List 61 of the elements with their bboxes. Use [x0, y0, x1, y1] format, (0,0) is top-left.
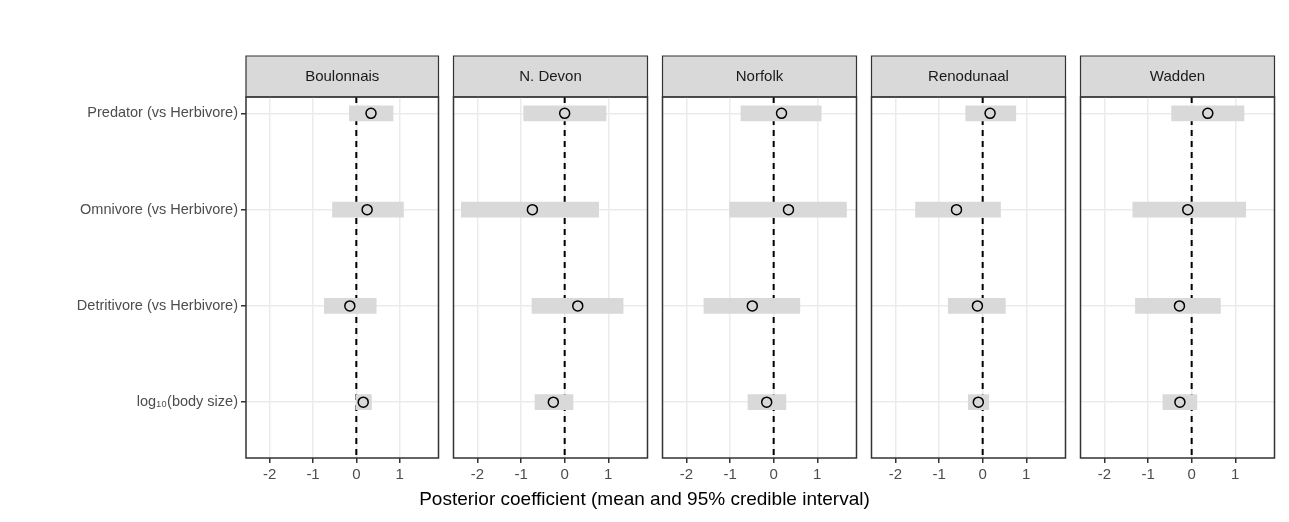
x-tick-label: 0: [560, 465, 569, 483]
point: [1181, 203, 1194, 216]
point: [775, 107, 788, 120]
x-tick-label: 1: [395, 465, 404, 483]
x-tick-label: -1: [306, 465, 320, 483]
x-tick-label: -1: [514, 465, 528, 483]
chart-title: Wadden: [1149, 66, 1206, 84]
x-tick-label: 0: [1187, 465, 1196, 483]
point: [361, 203, 373, 216]
chart-title: Norfolk: [735, 66, 784, 84]
x-tick-label: -1: [932, 465, 946, 483]
y-tick-label: Detritivore (vs Herbivore): [76, 296, 238, 313]
bar: [729, 201, 847, 218]
x-tick-label: 0: [769, 465, 778, 483]
bar: [965, 105, 1017, 122]
x-tick-label: 1: [1022, 465, 1031, 483]
bar: [747, 394, 787, 410]
bar: [1171, 105, 1245, 122]
point: [782, 203, 795, 216]
bar: [1135, 298, 1221, 314]
bar: [1132, 201, 1247, 218]
x-tick-label: -2: [888, 465, 903, 483]
x-tick-label: 0: [352, 465, 361, 483]
y-tick-label: Omnivore (vs Herbivore): [80, 200, 238, 217]
x-tick-label: -2: [470, 465, 485, 483]
point: [950, 203, 963, 216]
x-tick-label: 1: [813, 465, 822, 483]
bar: [531, 298, 624, 314]
bar: [703, 298, 801, 314]
bar: [740, 105, 822, 122]
point: [1173, 300, 1186, 312]
bar: [323, 298, 377, 314]
y-tick-label: log₁₀(body size): [136, 393, 238, 410]
point: [344, 300, 356, 312]
x-tick-label: -1: [1141, 465, 1155, 483]
bar: [915, 201, 1001, 218]
x-axis-title: Posterior coefficient (mean and 95% credible interval): [418, 488, 871, 510]
x-tick-label: -2: [1097, 465, 1112, 483]
bar: [1162, 394, 1198, 410]
chart-title: Boulonnais: [305, 66, 380, 84]
x-tick-label: -2: [263, 465, 277, 483]
chart-title: N. Devon: [519, 66, 582, 84]
point: [1202, 107, 1214, 120]
point: [526, 203, 539, 216]
x-tick-label: -2: [679, 465, 694, 483]
bar: [947, 298, 1006, 314]
x-tick-label: -1: [723, 465, 737, 483]
x-tick-label: 1: [1231, 465, 1240, 483]
point: [971, 300, 984, 312]
point: [558, 107, 571, 120]
chart-title: Renodunaal: [928, 66, 1009, 84]
point: [572, 300, 584, 312]
y-tick-label: Predator (vs Herbivore): [87, 104, 238, 121]
bar: [534, 394, 574, 410]
x-tick-label: 1: [604, 465, 613, 483]
bar: [349, 105, 394, 122]
point: [746, 300, 759, 312]
x-tick-label: 0: [978, 465, 987, 483]
bar: [461, 201, 599, 218]
bar: [523, 105, 607, 122]
bar: [332, 201, 404, 218]
